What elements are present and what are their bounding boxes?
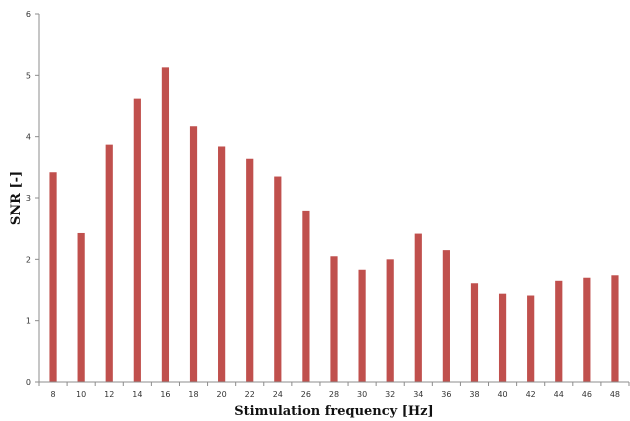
x-tick-label: 28	[329, 390, 339, 399]
bar-10hz	[77, 232, 85, 382]
y-tick-label: 3	[26, 194, 31, 203]
x-tick-label: 46	[582, 390, 592, 399]
y-tick-label: 2	[26, 255, 31, 264]
bar-28hz	[330, 256, 338, 382]
x-tick-label: 32	[385, 390, 395, 399]
x-tick-label: 40	[497, 390, 507, 399]
bar-14hz	[133, 98, 141, 382]
bar-34hz	[414, 233, 422, 382]
x-tick-label: 14	[132, 390, 142, 399]
y-tick-label: 0	[26, 378, 31, 387]
y-tick-label: 6	[26, 10, 31, 19]
bar-8hz	[49, 172, 57, 382]
x-tick-label: 18	[188, 390, 198, 399]
x-tick-label: 8	[51, 390, 56, 399]
bar-30hz	[358, 269, 366, 382]
bar-36hz	[442, 250, 450, 382]
x-tick-label: 20	[217, 390, 227, 399]
x-axis-title: Stimulation frequency [Hz]	[234, 404, 433, 419]
bar-32hz	[386, 259, 394, 382]
y-tick-label: 1	[26, 317, 31, 326]
bar-series	[49, 67, 619, 383]
x-tick-label: 44	[554, 390, 564, 399]
bar-18hz	[189, 126, 198, 383]
x-tick-label: 30	[357, 390, 367, 399]
bar-40hz	[498, 293, 507, 382]
x-tick-label: 26	[301, 390, 311, 399]
x-tick-label: 42	[526, 390, 536, 399]
y-axis-ticks: 0 1 2 3 4 5 6	[26, 10, 39, 387]
bar-16hz	[161, 67, 170, 383]
bar-24hz	[274, 176, 282, 382]
x-tick-label: 16	[160, 390, 170, 399]
x-tick-label: 36	[441, 390, 451, 399]
y-tick-label: 5	[26, 71, 31, 80]
x-tick-label: 24	[273, 390, 283, 399]
x-axis-ticks: 8 10 12 14 16 18 20 22 24 26 28 30 32 34 36 38 40 42 44 46 4…	[38, 382, 630, 399]
x-tick-label: 48	[610, 390, 620, 399]
x-tick-label: 10	[76, 390, 86, 399]
y-axis-title: SNR [-]	[9, 171, 24, 225]
x-tick-label: 34	[413, 390, 423, 399]
y-tick-label: 4	[26, 133, 31, 142]
bar-42hz	[527, 295, 535, 382]
bar-48hz	[611, 275, 619, 382]
bar-44hz	[555, 280, 563, 382]
bar-12hz	[105, 144, 113, 382]
bar-22hz	[246, 158, 254, 382]
bar-20hz	[218, 146, 226, 382]
bar-26hz	[302, 210, 310, 382]
x-tick-label: 22	[245, 390, 255, 399]
bar-46hz	[583, 277, 591, 382]
x-tick-label: 38	[469, 390, 479, 399]
bar-38hz	[470, 283, 479, 382]
x-tick-label: 12	[104, 390, 114, 399]
